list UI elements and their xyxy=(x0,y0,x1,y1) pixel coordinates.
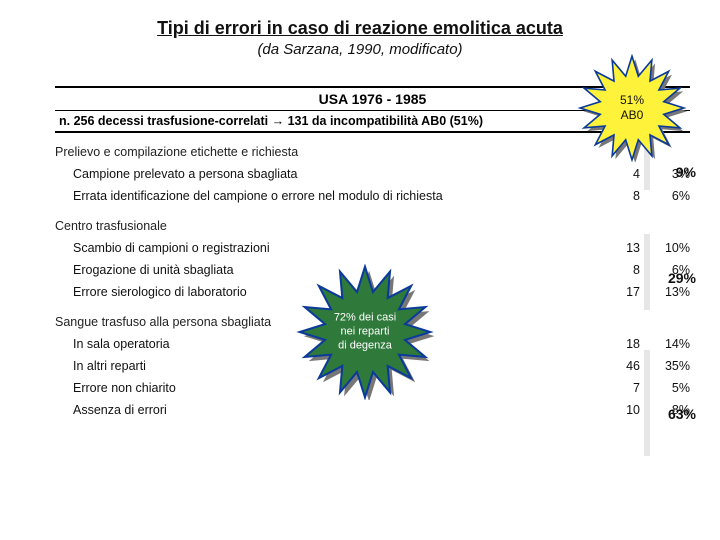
row-desc: Campione prelevato a persona sbagliata xyxy=(55,167,598,181)
section-label: Centro trasfusionale xyxy=(55,219,690,233)
row-n: 17 xyxy=(598,285,640,299)
group-pct-1: 9% xyxy=(676,164,696,180)
grey-bar xyxy=(644,350,650,456)
burst-text: 51% AB0 xyxy=(620,93,644,123)
burst-yellow: 51% AB0 xyxy=(572,54,692,162)
row-n: 13 xyxy=(598,241,640,255)
row-n: 8 xyxy=(598,189,640,203)
burst-text: 72% dei casi nei reparti di degenza xyxy=(334,311,396,352)
burst-green: 72% dei casi nei reparti di degenza xyxy=(280,264,450,400)
table-row: Campione prelevato a persona sbagliata 4… xyxy=(55,163,690,185)
table-row: Assenza di errori 10 8% xyxy=(55,399,690,421)
burst-line: nei reparti xyxy=(334,325,396,339)
row-n: 4 xyxy=(598,167,640,181)
row-desc: Scambio di campioni o registrazioni xyxy=(55,241,598,255)
row-desc: Assenza di errori xyxy=(55,403,598,417)
burst-line: AB0 xyxy=(620,108,644,123)
row-n: 7 xyxy=(598,381,640,395)
burst-line: di degenza xyxy=(334,339,396,353)
group-pct-3: 63% xyxy=(668,406,696,422)
row-p: 6% xyxy=(640,189,690,203)
row-n: 46 xyxy=(598,359,640,373)
row-n: 8 xyxy=(598,263,640,277)
table-row: Scambio di campioni o registrazioni 13 1… xyxy=(55,237,690,259)
burst-line: 51% xyxy=(620,93,644,108)
row-p: 14% xyxy=(640,337,690,351)
page-title: Tipi di errori in caso di reazione emoli… xyxy=(0,0,720,39)
burst-line: 72% dei casi xyxy=(334,311,396,325)
row-n: 10 xyxy=(598,403,640,417)
group-pct-2: 29% xyxy=(668,270,696,286)
row-desc: Errata identificazione del campione o er… xyxy=(55,189,598,203)
table-row: Errata identificazione del campione o er… xyxy=(55,185,690,207)
row-n: 18 xyxy=(598,337,640,351)
grey-bar xyxy=(644,234,650,310)
